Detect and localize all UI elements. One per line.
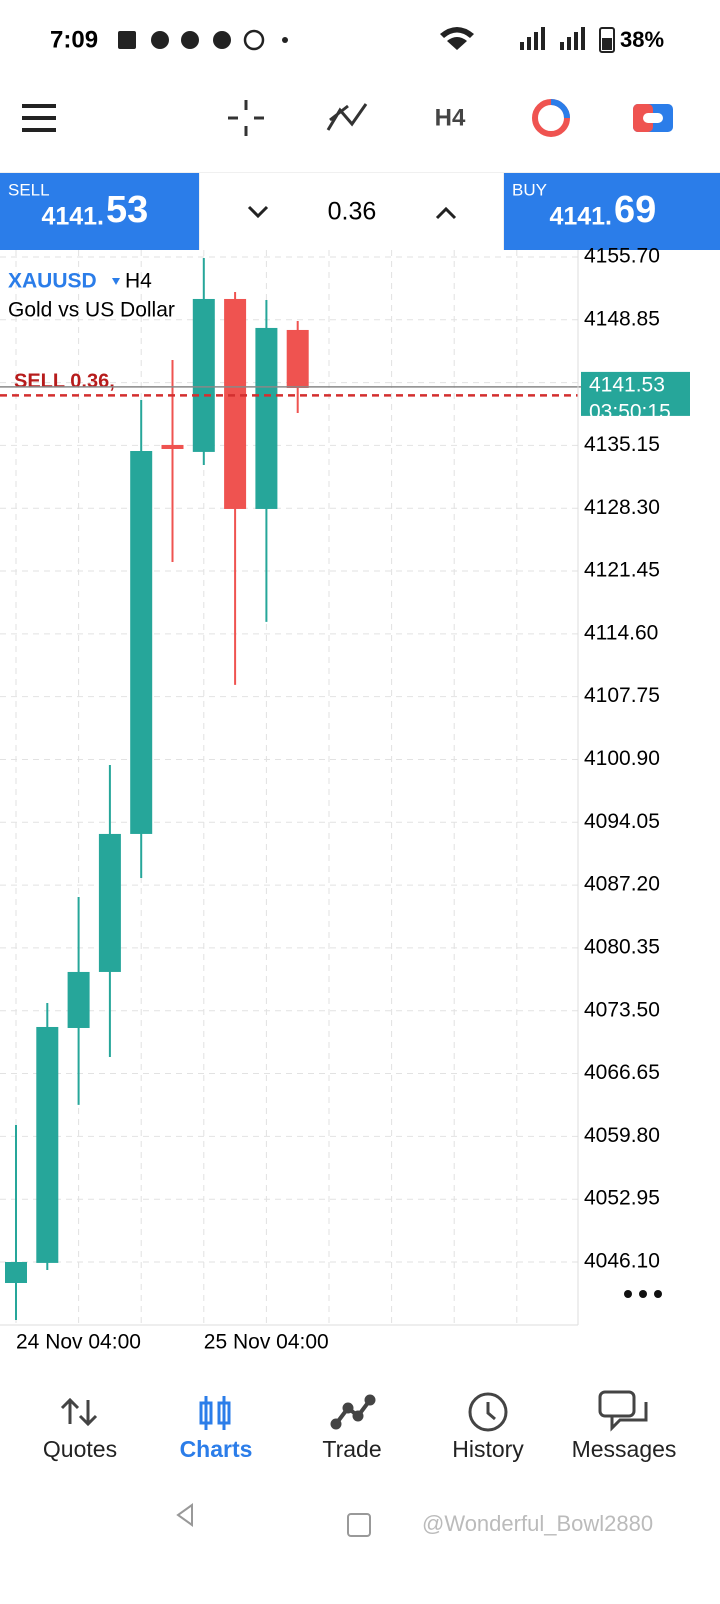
timeframe-button[interactable]: H4 xyxy=(435,104,466,131)
chart: SELL 0.36, xyxy=(0,250,690,1325)
candle-body xyxy=(192,298,215,452)
y-tick-label: 4052.95 xyxy=(584,1187,660,1210)
sell-price: 4141. xyxy=(41,203,104,231)
y-tick-label: 4046.10 xyxy=(584,1250,660,1273)
trade-icon-part xyxy=(643,113,663,123)
candle-body xyxy=(67,971,90,1028)
y-tick-label: 4128.30 xyxy=(584,496,660,519)
y-tick-label: 4066.65 xyxy=(584,1061,660,1084)
candle-body xyxy=(98,833,121,972)
lot-box xyxy=(200,173,503,250)
lot-increase[interactable] xyxy=(435,206,457,220)
candle-body xyxy=(5,1262,27,1284)
nav-item[interactable]: Messages xyxy=(572,1436,677,1462)
clock-icon-part xyxy=(550,99,570,119)
chart-timeframe: H4 xyxy=(125,270,152,293)
x-tick-label: 25 Nov 04:00 xyxy=(204,1331,329,1354)
crosshair-icon[interactable] xyxy=(228,100,264,136)
candle-body xyxy=(161,444,184,449)
back-button[interactable] xyxy=(176,1503,193,1527)
y-tick-label: 4059.80 xyxy=(584,1124,660,1147)
menu-icon[interactable] xyxy=(22,104,56,132)
nav-item[interactable]: Quotes xyxy=(43,1436,117,1462)
nav-item[interactable]: History xyxy=(452,1436,524,1462)
candle-body xyxy=(36,1026,59,1263)
indicator-icon[interactable] xyxy=(326,103,368,131)
y-tick-label: 4148.85 xyxy=(584,307,660,330)
price-tag-value: 4141.53 xyxy=(589,373,665,396)
y-tick-label: 4087.20 xyxy=(584,873,660,896)
nav: Quotes Charts Trade History Messages xyxy=(43,1436,676,1462)
candle-body xyxy=(224,298,247,509)
y-tick-label: 4100.90 xyxy=(584,747,660,770)
battery: 38% xyxy=(620,27,664,52)
x-tick-label: 24 Nov 04:00 xyxy=(16,1331,141,1354)
sell-label: SELL xyxy=(8,180,50,199)
lot-decrease[interactable] xyxy=(247,205,269,219)
buy-label: BUY xyxy=(512,180,547,199)
trade-label: SELL 0.36, xyxy=(14,371,115,393)
price-tag xyxy=(581,371,690,416)
buy-button[interactable] xyxy=(504,173,720,250)
y-tick-label: 4121.45 xyxy=(584,559,660,582)
status-icons xyxy=(118,27,615,53)
y-tick-label: 4114.60 xyxy=(584,621,658,644)
candle-body xyxy=(130,451,153,834)
y-tick-label: 4107.75 xyxy=(584,684,660,707)
buy-price: 4141. xyxy=(549,203,612,231)
chart-subtitle: Gold vs US Dollar xyxy=(8,299,175,322)
y-tick-label: 4155.70 xyxy=(584,245,660,268)
nav-item[interactable]: Trade xyxy=(322,1436,381,1462)
candle-body xyxy=(286,329,309,389)
lot-value[interactable]: 0.36 xyxy=(328,198,377,226)
buy-price-big: 69 xyxy=(614,189,656,231)
more-button[interactable] xyxy=(624,1290,662,1298)
y-tick-label: 4080.35 xyxy=(584,935,660,958)
price-tag-countdown: 03:50:15 xyxy=(589,400,671,423)
watermark: @Wonderful_Bowl2880 xyxy=(422,1511,653,1536)
y-tick-label: 4073.50 xyxy=(584,998,660,1021)
candle-body xyxy=(255,327,278,509)
bottom-nav xyxy=(0,1360,720,1490)
symbol-dropdown[interactable] xyxy=(112,278,120,285)
symbol[interactable]: XAUUSD xyxy=(8,270,97,293)
nav-item[interactable]: Charts xyxy=(180,1436,253,1462)
sell-price-big: 53 xyxy=(106,189,148,231)
sell-button[interactable] xyxy=(0,173,199,250)
nav-icons xyxy=(60,1390,648,1432)
y-tick-label: 4135.15 xyxy=(584,433,660,456)
status-time: 7:09 xyxy=(50,26,98,53)
y-tick-label: 4094.05 xyxy=(584,810,660,833)
home-button[interactable] xyxy=(347,1513,371,1537)
